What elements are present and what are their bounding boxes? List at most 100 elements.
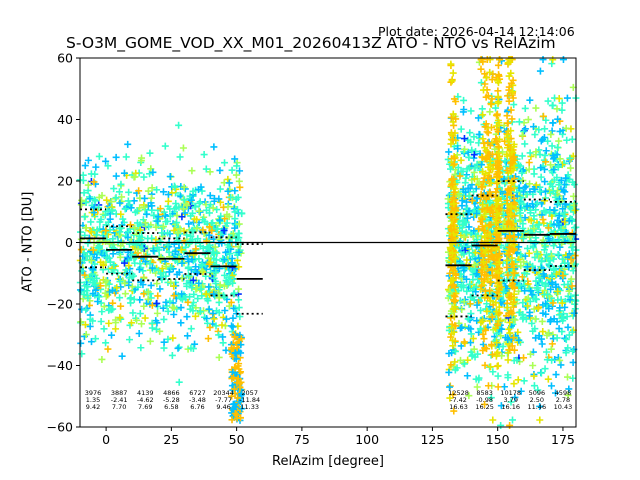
data-point: [472, 147, 480, 155]
data-point: [164, 335, 172, 343]
data-point: [171, 248, 179, 256]
data-point: [447, 263, 455, 271]
data-point: [125, 262, 133, 270]
data-point: [450, 292, 458, 300]
data-point: [542, 300, 550, 308]
data-point: [564, 280, 572, 288]
data-point: [503, 256, 511, 264]
data-point: [234, 394, 242, 402]
bin-count-label: 3887: [111, 389, 128, 397]
data-point: [93, 274, 101, 282]
data-point: [231, 224, 239, 232]
data-point: [511, 393, 519, 401]
data-point: [548, 278, 556, 286]
data-point: [550, 166, 558, 174]
data-point: [143, 210, 151, 218]
data-point: [167, 278, 175, 286]
data-point: [483, 56, 491, 64]
data-point: [149, 247, 157, 255]
data-point: [170, 311, 178, 319]
data-point: [554, 143, 562, 151]
data-point: [486, 286, 494, 294]
data-point: [449, 204, 457, 212]
data-point: [235, 360, 243, 368]
data-point: [508, 300, 516, 308]
data-point: [457, 156, 465, 164]
data-point: [230, 289, 238, 297]
data-point: [221, 293, 229, 301]
data-point: [97, 299, 105, 307]
data-point: [205, 223, 213, 231]
data-point: [460, 360, 468, 368]
data-point: [554, 250, 562, 258]
data-point: [184, 264, 192, 272]
data-point: [105, 319, 113, 327]
data-point: [203, 314, 211, 322]
data-point: [219, 255, 227, 263]
data-point: [138, 154, 146, 162]
data-point: [446, 383, 454, 391]
data-point: [78, 350, 86, 358]
data-point: [195, 279, 203, 287]
data-point: [504, 186, 512, 194]
data-point: [545, 305, 553, 313]
data-point: [180, 183, 188, 191]
data-point: [77, 339, 85, 347]
data-point: [465, 192, 473, 200]
data-point: [90, 196, 98, 204]
data-point: [555, 311, 563, 319]
data-point: [164, 307, 172, 315]
data-point: [481, 361, 489, 369]
data-point: [542, 251, 550, 259]
data-point: [173, 219, 181, 227]
data-point: [518, 273, 526, 281]
data-point: [511, 269, 519, 277]
data-point: [535, 126, 543, 134]
data-point: [521, 125, 529, 133]
data-point: [462, 275, 470, 283]
data-point: [527, 287, 535, 295]
data-point: [226, 250, 234, 258]
data-point: [177, 319, 185, 327]
data-point: [133, 219, 141, 227]
data-point: [112, 194, 120, 202]
data-point: [77, 246, 85, 254]
data-point: [489, 165, 497, 173]
data-point: [477, 183, 485, 191]
data-point: [564, 344, 572, 352]
data-point: [567, 255, 575, 263]
data-point: [564, 391, 572, 399]
data-point: [192, 263, 200, 271]
data-point: [210, 274, 218, 282]
data-point: [515, 243, 523, 251]
data-point: [515, 309, 523, 317]
data-point: [478, 215, 486, 223]
data-point: [554, 287, 562, 295]
data-point: [196, 239, 204, 247]
data-point: [108, 207, 116, 215]
data-point: [197, 285, 205, 293]
bin-std-label: 10.43: [554, 403, 573, 411]
data-point: [492, 231, 500, 239]
data-point: [538, 257, 546, 265]
data-point: [539, 216, 547, 224]
data-point: [519, 188, 527, 196]
data-point: [499, 342, 507, 350]
data-point: [505, 325, 513, 333]
data-point: [213, 249, 221, 257]
data-point: [202, 290, 210, 298]
data-point: [537, 164, 545, 172]
data-point: [554, 163, 562, 171]
data-point: [81, 162, 89, 170]
data-point: [522, 315, 530, 323]
data-point: [130, 225, 138, 233]
data-point: [161, 212, 169, 220]
data-point: [147, 281, 155, 289]
bin-std-label: 7.69: [138, 403, 152, 411]
data-point: [548, 102, 556, 110]
data-point: [536, 151, 544, 159]
data-point: [550, 315, 558, 323]
data-point: [152, 325, 160, 333]
data-point: [237, 335, 245, 343]
